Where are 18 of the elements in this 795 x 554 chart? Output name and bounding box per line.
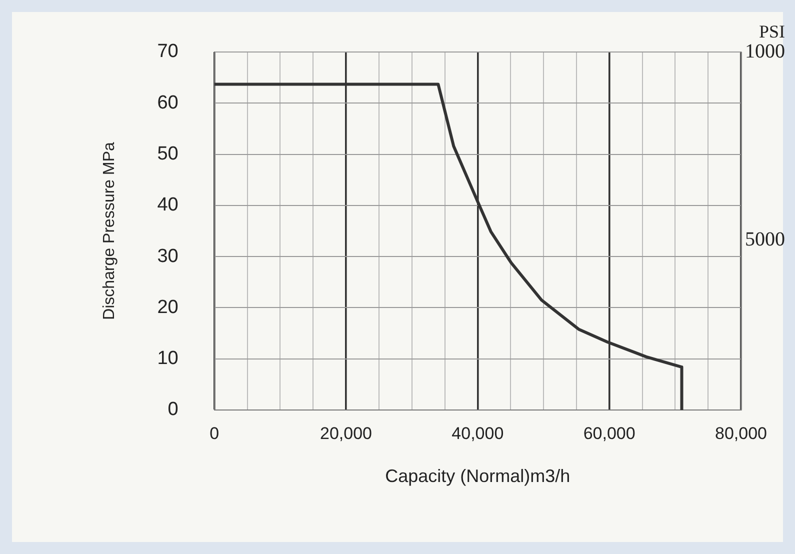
y2-tick-label: 5000: [745, 228, 785, 251]
y-tick-label: 40: [157, 194, 178, 216]
y-tick-label: 50: [157, 144, 178, 165]
y-tick-label: 0: [168, 399, 178, 420]
y2-axis-title: PSI: [759, 22, 786, 42]
x-tick-label: 20,000: [320, 424, 372, 443]
y-tick-label: 10: [157, 348, 178, 370]
x-tick-label: 0: [210, 424, 220, 443]
y-tick-label: 20: [157, 296, 178, 318]
y-tick-label: 60: [157, 92, 178, 114]
y2-tick-label: 1000: [745, 40, 785, 62]
y-axis-title: Discharge Pressure MPa: [101, 142, 118, 320]
x-tick-label: 40,000: [452, 424, 504, 443]
x-tick-label: 60,000: [583, 424, 636, 443]
x-axis-title: Capacity (Normal)m3/h: [385, 466, 570, 486]
y-tick-label: 30: [157, 246, 178, 267]
y-tick-label: 70: [157, 41, 178, 62]
x-tick-label: 80,000: [715, 424, 767, 443]
